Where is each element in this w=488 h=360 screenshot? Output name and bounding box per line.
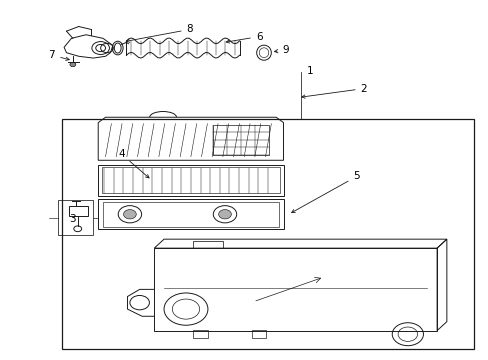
Bar: [69, 206, 88, 216]
Bar: [61, 119, 473, 348]
Text: 3: 3: [69, 215, 76, 224]
Bar: [251, 330, 266, 338]
Text: 6: 6: [226, 32, 262, 43]
Text: 5: 5: [291, 171, 359, 213]
Bar: [154, 248, 436, 330]
Bar: [98, 165, 283, 196]
Bar: [103, 202, 278, 226]
Text: 8: 8: [126, 24, 193, 42]
Text: 9: 9: [274, 45, 289, 55]
Bar: [193, 330, 207, 338]
Bar: [58, 201, 93, 234]
Text: 1: 1: [306, 66, 313, 76]
Circle shape: [218, 210, 231, 219]
Bar: [102, 167, 279, 193]
Text: 7: 7: [48, 50, 69, 60]
Bar: [98, 199, 283, 229]
Text: 4: 4: [118, 149, 149, 178]
Circle shape: [70, 62, 76, 67]
Circle shape: [123, 210, 136, 219]
Text: 2: 2: [301, 84, 366, 98]
Bar: [213, 125, 268, 155]
